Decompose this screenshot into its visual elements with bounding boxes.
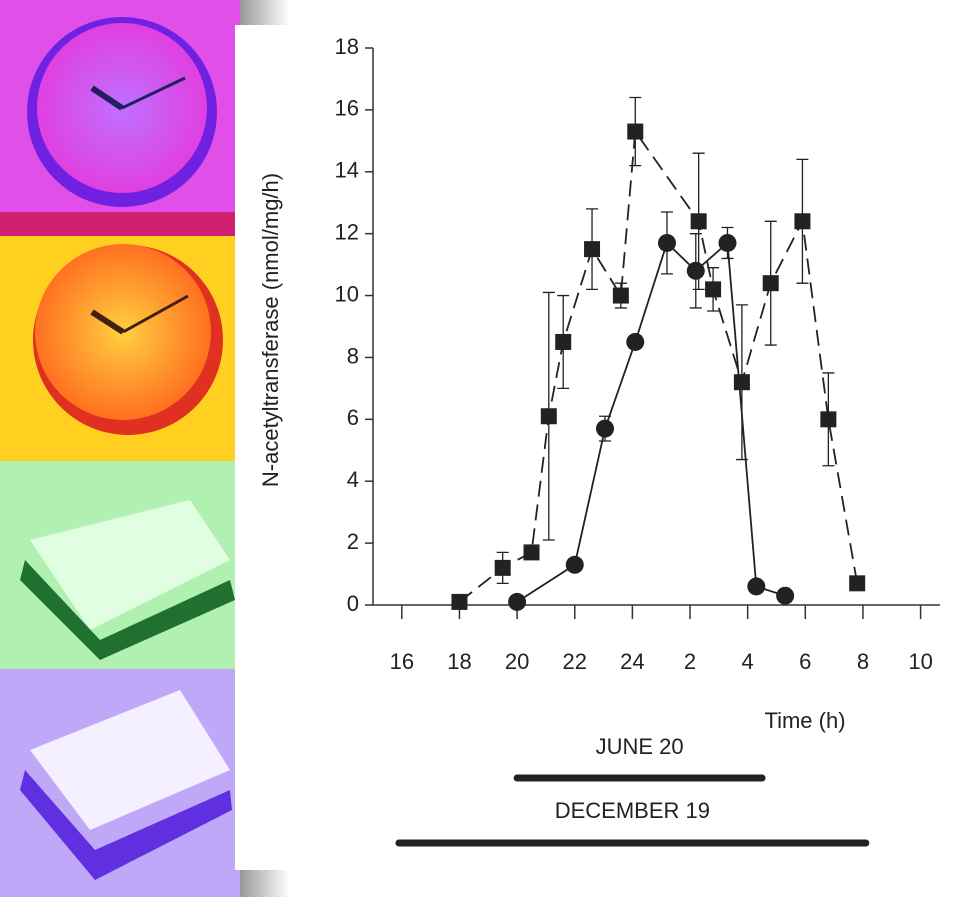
- y-tick-label: 8: [347, 343, 359, 368]
- marker: [657, 233, 676, 252]
- x-tick-label: 18: [447, 649, 471, 674]
- marker: [612, 287, 629, 304]
- marker: [733, 374, 750, 391]
- marker: [690, 213, 707, 230]
- x-tick-label: 16: [390, 649, 414, 674]
- y-tick-label: 0: [347, 591, 359, 616]
- x-tick-label: 20: [505, 649, 529, 674]
- marker: [627, 123, 644, 140]
- marker: [523, 544, 540, 561]
- marker: [776, 586, 795, 605]
- bar-label: JUNE 20: [596, 734, 684, 759]
- y-tick-label: 10: [335, 281, 359, 306]
- y-tick-label: 6: [347, 405, 359, 430]
- x-tick-label: 10: [908, 649, 932, 674]
- marker: [451, 593, 468, 610]
- marker: [718, 233, 737, 252]
- marker: [565, 555, 584, 574]
- marker: [849, 575, 866, 592]
- marker: [540, 408, 557, 425]
- bar-label: DECEMBER 19: [555, 798, 710, 823]
- marker: [705, 281, 722, 298]
- marker: [494, 559, 511, 576]
- marker: [686, 261, 705, 280]
- marker: [508, 592, 527, 611]
- marker: [596, 419, 615, 438]
- marker: [555, 333, 572, 350]
- marker: [762, 275, 779, 292]
- x-tick-label: 24: [620, 649, 644, 674]
- y-axis-title: N-acetyltransferase (nmol/mg/h): [258, 173, 283, 487]
- series-line: [458, 129, 859, 603]
- y-tick-label: 12: [335, 219, 359, 244]
- y-tick-label: 4: [347, 467, 359, 492]
- marker: [626, 332, 645, 351]
- y-tick-label: 16: [335, 96, 359, 121]
- marker: [820, 411, 837, 428]
- x-tick-label: 2: [684, 649, 696, 674]
- marker: [794, 213, 811, 230]
- y-tick-label: 14: [335, 158, 359, 183]
- marker: [747, 577, 766, 596]
- x-tick-label: 22: [563, 649, 587, 674]
- marker: [584, 241, 601, 258]
- x-tick-label: 8: [857, 649, 869, 674]
- x-tick-label: 4: [742, 649, 754, 674]
- y-tick-label: 2: [347, 529, 359, 554]
- x-axis-title: Time (h): [764, 708, 845, 733]
- y-tick-label: 18: [335, 34, 359, 59]
- x-tick-label: 6: [799, 649, 811, 674]
